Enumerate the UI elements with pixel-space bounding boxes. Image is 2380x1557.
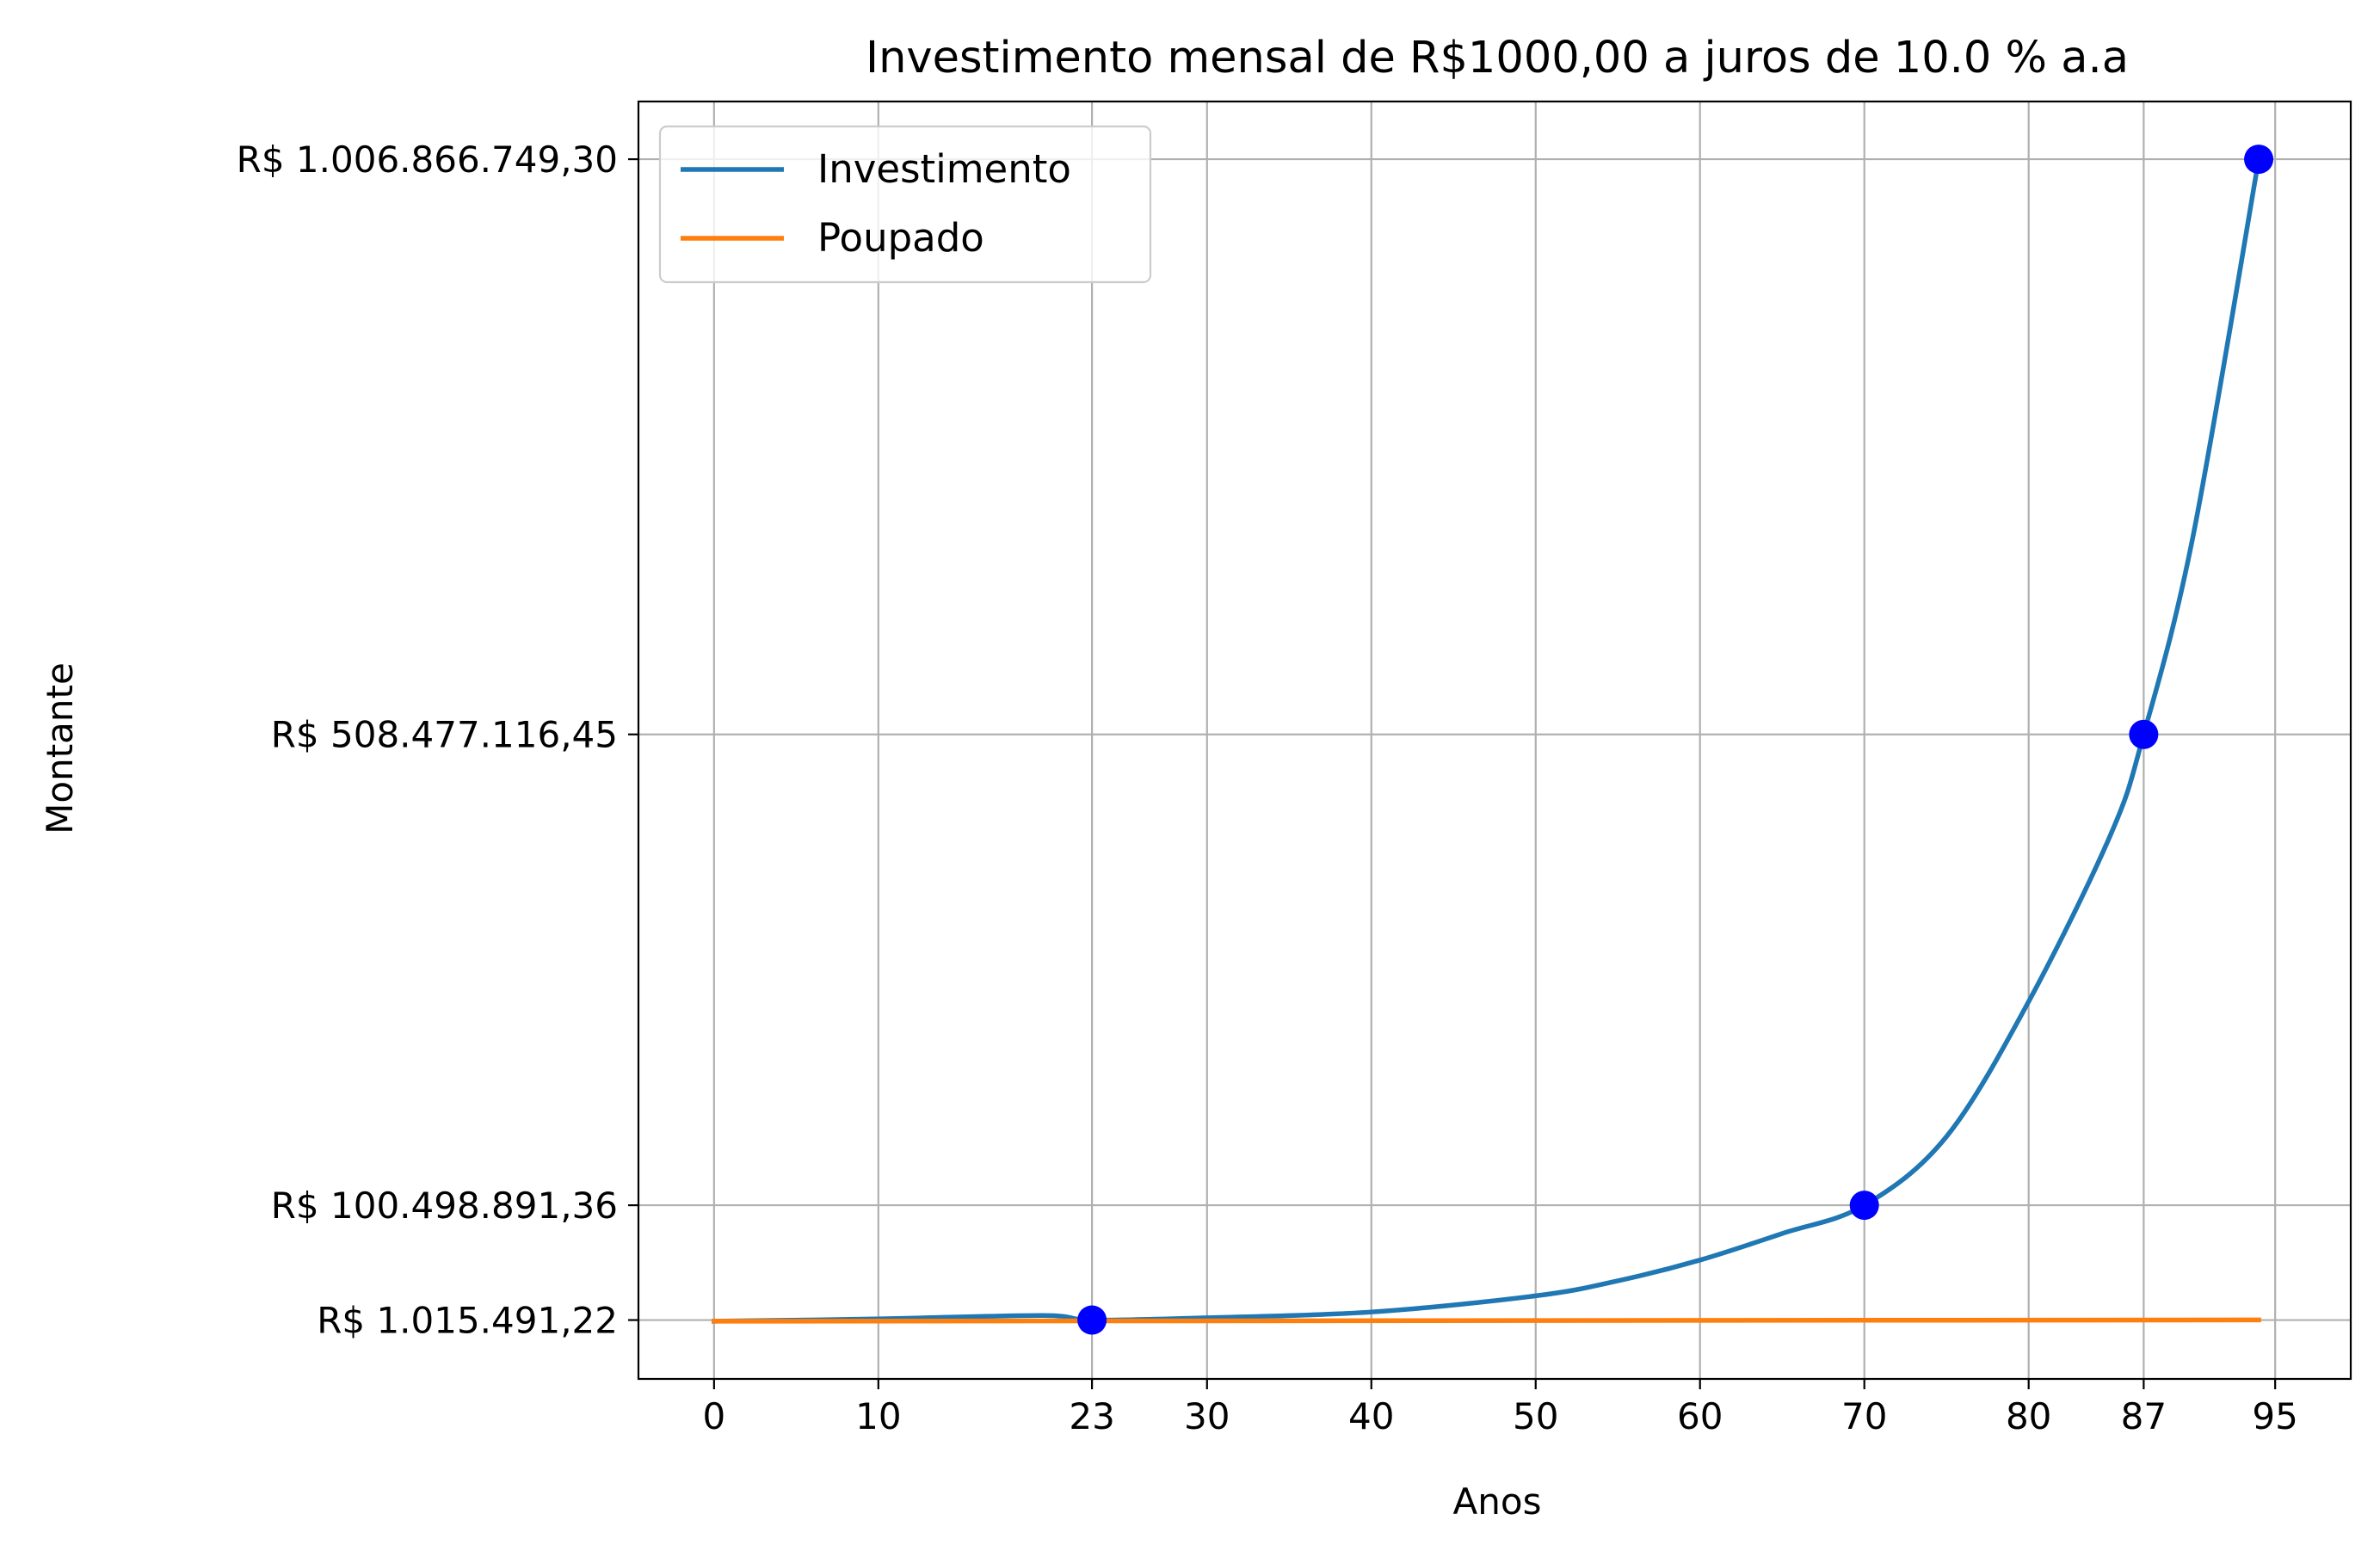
y-axis-label: Montante bbox=[39, 662, 81, 834]
x-tick-label: 50 bbox=[1513, 1395, 1558, 1437]
x-axis-label: Anos bbox=[1453, 1480, 1542, 1523]
tick-layer: 0 10 23 30 40 50 60 70 80 87 95 R$ 1.015.491,22 R$ 1… bbox=[237, 138, 2298, 1437]
series-layer bbox=[712, 156, 2262, 1324]
data-point-marker bbox=[2129, 719, 2159, 749]
x-tick-label: 70 bbox=[1841, 1395, 1887, 1437]
chart-title: Investimento mensal de R$1000,00 a juros… bbox=[866, 33, 2129, 83]
x-tick-label: 40 bbox=[1348, 1395, 1394, 1437]
data-point-marker bbox=[1077, 1305, 1107, 1335]
x-tick-label: 23 bbox=[1069, 1395, 1114, 1437]
x-tick-label: 60 bbox=[1677, 1395, 1723, 1437]
x-tick-label: 80 bbox=[2006, 1395, 2051, 1437]
legend: Investimento Poupado bbox=[658, 125, 1152, 284]
x-tick-label: 0 bbox=[702, 1395, 725, 1437]
series-line-poupado bbox=[712, 1317, 2261, 1324]
legend-label-investimento: Investimento bbox=[817, 146, 1071, 192]
series-line-investimento bbox=[712, 156, 2262, 1324]
data-point-marker bbox=[2244, 145, 2274, 175]
legend-box bbox=[658, 125, 1152, 284]
x-tick-label: 95 bbox=[2252, 1395, 2297, 1437]
grid-layer bbox=[638, 102, 2351, 1379]
legend-label-poupado: Poupado bbox=[817, 215, 984, 261]
data-point-marker bbox=[1849, 1191, 1879, 1221]
y-tick-label: R$ 508.477.116,45 bbox=[271, 714, 618, 756]
x-tick-label: 30 bbox=[1184, 1395, 1230, 1437]
y-tick-label: R$ 1.006.866.749,30 bbox=[237, 138, 618, 181]
x-tick-label: 10 bbox=[855, 1395, 901, 1437]
x-tick-label: 87 bbox=[2121, 1395, 2167, 1437]
y-tick-label: R$ 100.498.891,36 bbox=[271, 1185, 618, 1227]
marker-layer bbox=[1077, 145, 2274, 1335]
plot-frame bbox=[637, 100, 2352, 1381]
y-tick-label: R$ 1.015.491,22 bbox=[317, 1300, 618, 1342]
